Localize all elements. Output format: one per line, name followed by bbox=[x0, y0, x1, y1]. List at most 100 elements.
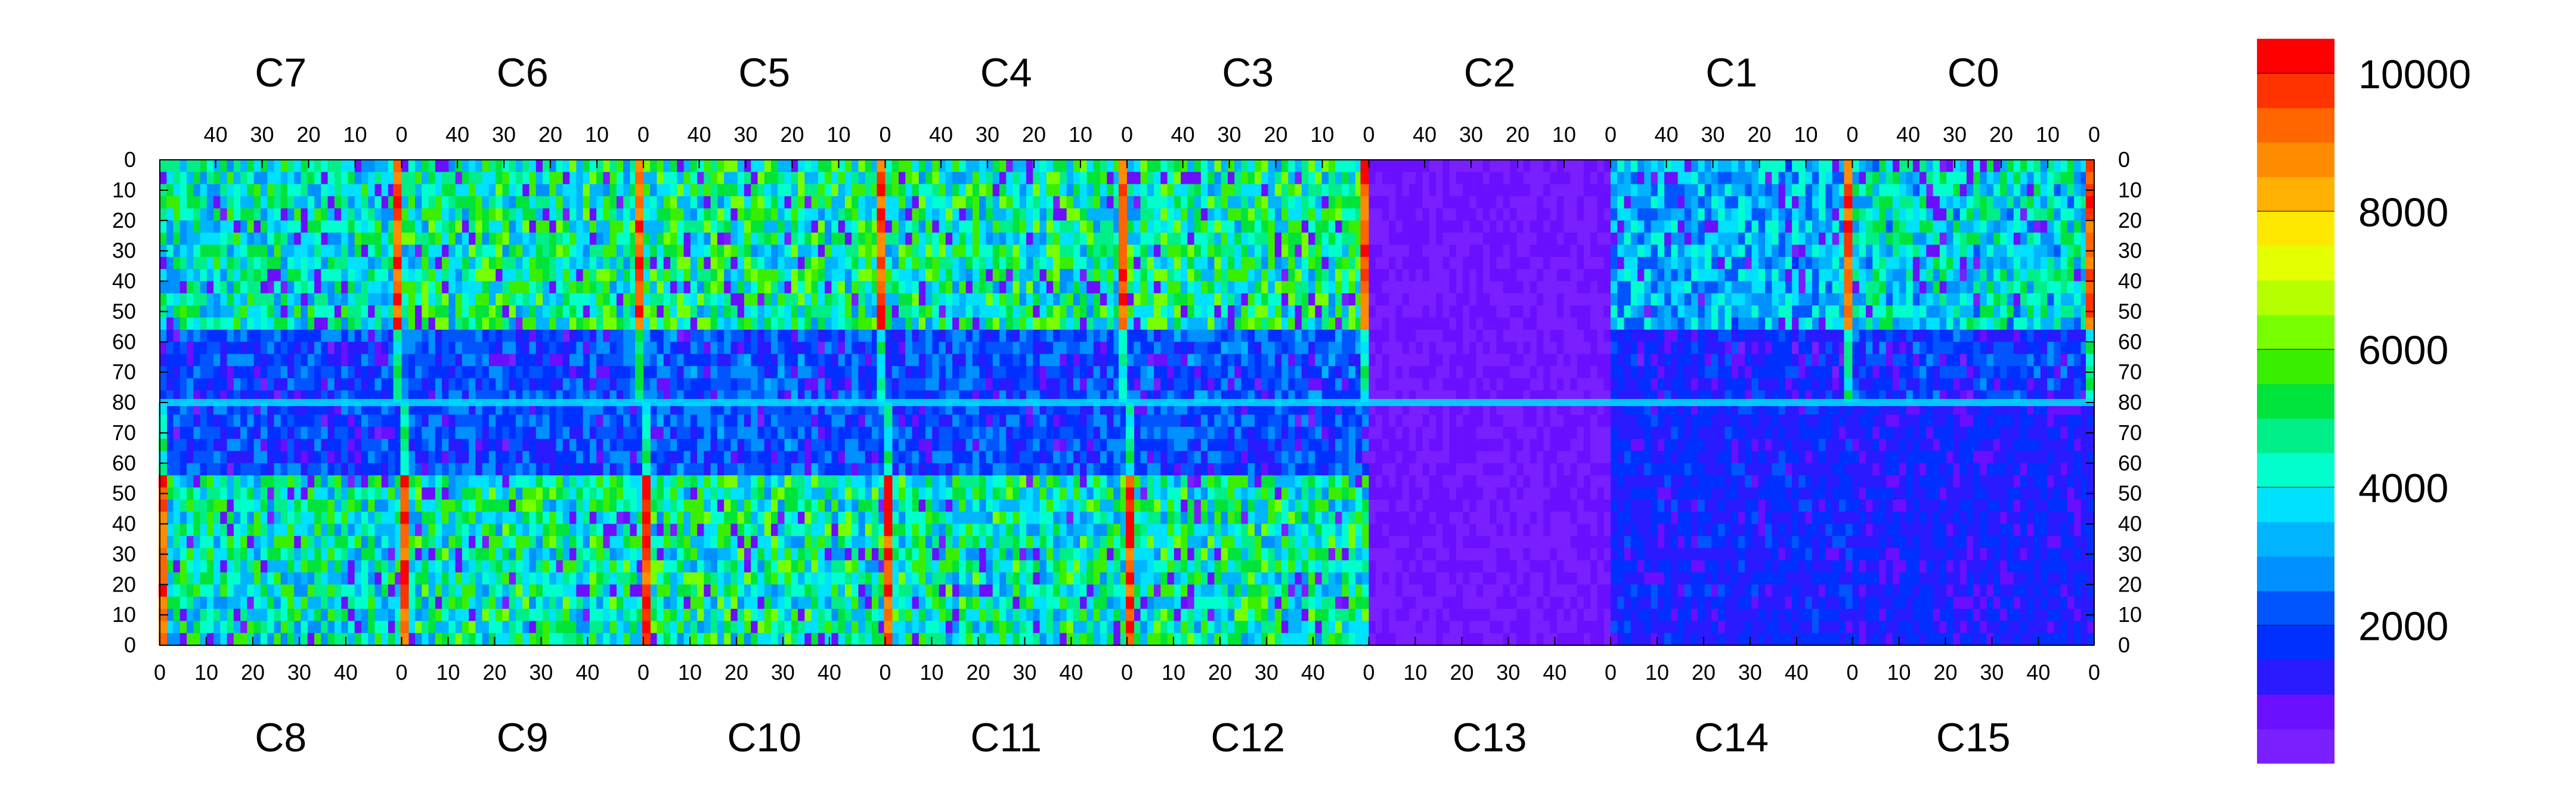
pixel-cell bbox=[415, 269, 422, 282]
pixel-cell bbox=[744, 317, 751, 330]
pixel-cell bbox=[717, 256, 724, 270]
pixel-cell bbox=[448, 256, 456, 270]
pixel-cell bbox=[415, 378, 422, 391]
pixel-cell bbox=[663, 184, 671, 197]
pixel-cell bbox=[1375, 354, 1383, 367]
hot-column bbox=[1119, 317, 1127, 330]
pixel-cell bbox=[1208, 184, 1215, 197]
pixel-cell bbox=[482, 293, 490, 306]
pixel-cell bbox=[811, 256, 819, 270]
pixel-cell bbox=[1395, 293, 1403, 306]
pixel-cell bbox=[697, 184, 704, 197]
pixel-cell bbox=[1375, 208, 1383, 221]
pixel-cell bbox=[260, 342, 268, 355]
pixel-cell bbox=[757, 293, 765, 306]
pixel-cell bbox=[965, 208, 973, 221]
pixel-cell bbox=[905, 256, 913, 270]
hot-column bbox=[635, 256, 643, 270]
pixel-cell bbox=[1355, 390, 1363, 403]
pixel-cell bbox=[730, 196, 738, 209]
pixel-cell bbox=[1241, 378, 1249, 391]
pixel-cell bbox=[381, 329, 389, 342]
pixel-cell bbox=[1127, 184, 1134, 197]
pixel-cell bbox=[844, 293, 852, 306]
hot-column bbox=[1360, 293, 1369, 306]
pixel-cell bbox=[280, 378, 288, 391]
pixel-cell bbox=[1436, 269, 1443, 282]
pixel-cell bbox=[1039, 208, 1047, 221]
pixel-cell bbox=[515, 305, 523, 318]
pixel-cell bbox=[1516, 269, 1524, 282]
pixel-cell bbox=[1798, 256, 1806, 270]
pixel-cell bbox=[1181, 269, 1188, 282]
pixel-cell bbox=[1590, 208, 1598, 221]
pixel-cell bbox=[1731, 317, 1739, 330]
pixel-cell bbox=[1080, 390, 1088, 403]
pixel-cell bbox=[992, 269, 1000, 282]
pixel-cell bbox=[1436, 160, 1443, 172]
pixel-cell bbox=[179, 244, 187, 258]
pixel-cell bbox=[1550, 184, 1558, 197]
pixel-cell bbox=[1644, 172, 1652, 185]
pixel-cell bbox=[1194, 160, 1202, 172]
pixel-cell bbox=[1295, 256, 1302, 270]
pixel-cell bbox=[912, 233, 919, 246]
pixel-cell bbox=[596, 342, 604, 355]
pixel-cell bbox=[1167, 220, 1175, 233]
pixel-cell bbox=[623, 208, 631, 221]
pixel-cell bbox=[280, 244, 288, 258]
pixel-cell bbox=[1590, 196, 1598, 209]
pixel-cell bbox=[1671, 342, 1679, 355]
pixel-cell bbox=[1463, 305, 1470, 318]
pixel-cell bbox=[1174, 233, 1181, 246]
pixel-cell bbox=[1281, 293, 1289, 306]
pixel-cell bbox=[965, 317, 973, 330]
pixel-cell bbox=[334, 244, 342, 258]
pixel-cell bbox=[354, 281, 362, 294]
pixel-cell bbox=[1100, 281, 1107, 294]
pixel-cell bbox=[1476, 317, 1484, 330]
pixel-cell bbox=[569, 233, 577, 246]
pixel-cell bbox=[488, 256, 496, 270]
pixel-cell bbox=[1590, 293, 1598, 306]
pixel-cell bbox=[677, 208, 685, 221]
pixel-cell bbox=[341, 317, 348, 330]
pixel-cell bbox=[496, 256, 503, 270]
pixel-cell bbox=[670, 329, 677, 342]
pixel-cell bbox=[1355, 366, 1363, 379]
pixel-cell bbox=[1019, 196, 1027, 209]
pixel-cell bbox=[724, 269, 732, 282]
pixel-cell bbox=[891, 342, 899, 355]
pixel-cell bbox=[569, 354, 577, 367]
pixel-cell bbox=[1785, 317, 1792, 330]
pixel-cell bbox=[784, 184, 792, 197]
pixel-cell bbox=[932, 160, 940, 172]
pixel-cell bbox=[1200, 256, 1208, 270]
pixel-cell bbox=[717, 305, 724, 318]
pixel-cell bbox=[1664, 305, 1671, 318]
pixel-cell bbox=[1429, 354, 1436, 367]
pixel-cell bbox=[1556, 233, 1564, 246]
pixel-cell bbox=[1268, 172, 1275, 185]
pixel-cell bbox=[1731, 196, 1739, 209]
pixel-cell bbox=[630, 172, 637, 185]
pixel-cell bbox=[1046, 208, 1054, 221]
pixel-cell bbox=[1127, 256, 1134, 270]
pixel-cell bbox=[1335, 390, 1343, 403]
pixel-cell bbox=[435, 208, 442, 221]
pixel-cell bbox=[1537, 244, 1544, 258]
pixel-cell bbox=[160, 269, 167, 282]
pixel-cell bbox=[1234, 354, 1242, 367]
hot-column bbox=[1119, 172, 1127, 185]
pixel-cell bbox=[1247, 196, 1255, 209]
pixel-cell bbox=[227, 281, 234, 294]
pixel-cell bbox=[1060, 305, 1067, 318]
pixel-cell bbox=[562, 269, 570, 282]
pixel-cell bbox=[798, 378, 805, 391]
pixel-cell bbox=[1261, 184, 1269, 197]
pixel-cell bbox=[1449, 244, 1457, 258]
pixel-cell bbox=[1436, 317, 1443, 330]
pixel-cell bbox=[1792, 256, 1799, 270]
pixel-cell bbox=[462, 208, 469, 221]
pixel-cell bbox=[1442, 378, 1450, 391]
